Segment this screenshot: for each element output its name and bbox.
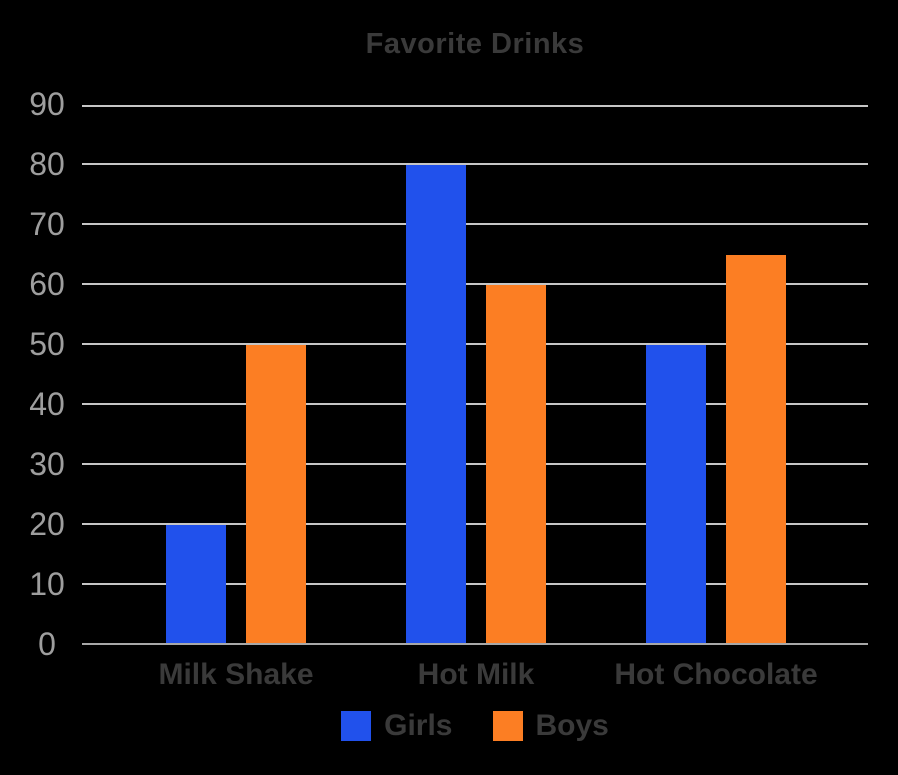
y-tick-label: 20 — [29, 506, 65, 542]
legend-swatch-boys — [492, 711, 523, 741]
category-label: Hot Chocolate — [614, 658, 818, 691]
category-label: Milk Shake — [158, 658, 314, 691]
gridline — [82, 223, 868, 225]
bar-boys-hot-milk — [486, 285, 546, 643]
category-label: Hot Milk — [417, 658, 535, 691]
y-tick-label: 10 — [29, 566, 65, 602]
bar-girls-hot-milk — [406, 165, 466, 643]
legend-item-girls: Girls — [341, 709, 453, 743]
bar-boys-hot-chocolate — [726, 255, 786, 643]
plot-area — [82, 105, 868, 645]
bar-girls-milk-shake — [166, 525, 226, 643]
gridline — [82, 403, 868, 405]
y-tick-label: 50 — [29, 326, 65, 362]
y-tick-label: 0 — [38, 626, 56, 662]
legend-item-boys: Boys — [492, 709, 609, 743]
gridline — [82, 463, 868, 465]
chart-title: Favorite Drinks — [365, 28, 585, 60]
legend-label: Boys — [535, 709, 609, 742]
y-tick-label: 60 — [29, 266, 65, 302]
legend-swatch-girls — [341, 711, 372, 741]
y-tick-label: 90 — [29, 86, 65, 122]
legend-label: Girls — [384, 709, 453, 742]
gridline — [82, 523, 868, 525]
bar-girls-hot-chocolate — [646, 345, 706, 643]
bar-boys-milk-shake — [246, 345, 306, 643]
y-tick-label: 80 — [29, 146, 65, 182]
gridline — [82, 105, 868, 107]
legend: Girls Boys — [82, 709, 868, 743]
y-tick-label: 30 — [29, 446, 65, 482]
gridline — [82, 583, 868, 585]
x-axis-baseline — [82, 643, 868, 645]
gridline — [82, 163, 868, 165]
gridline — [82, 343, 868, 345]
y-tick-label: 40 — [29, 386, 65, 422]
gridline — [82, 283, 868, 285]
y-tick-label: 70 — [29, 206, 65, 242]
